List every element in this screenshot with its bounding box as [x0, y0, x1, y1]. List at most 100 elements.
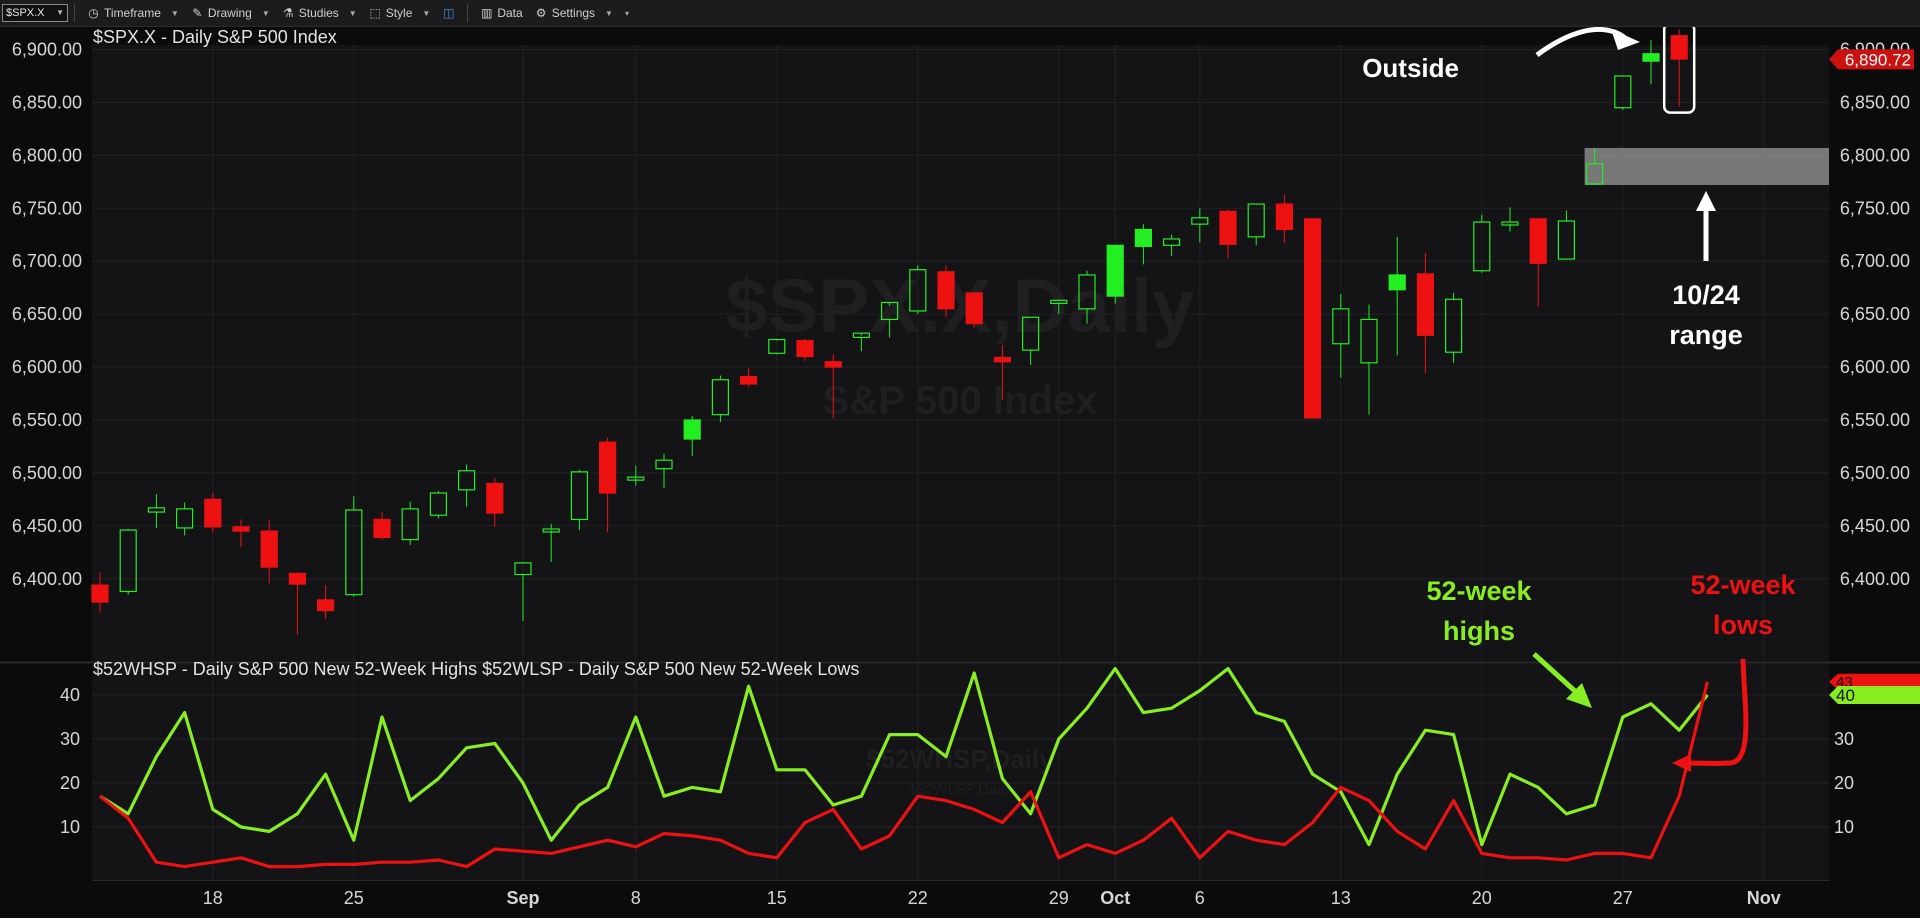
candle-body: [993, 356, 1012, 363]
data-button[interactable]: ▥ Data: [474, 0, 528, 26]
candle: [119, 529, 137, 595]
price-tick-label-left: 6,500.00: [12, 463, 82, 483]
candle-body: [768, 338, 786, 354]
candle-body: [1501, 221, 1519, 226]
candle: [1247, 203, 1265, 246]
candle-body: [176, 508, 194, 529]
candle-body: [1670, 35, 1688, 60]
candle: [1303, 218, 1322, 419]
price-tick-label-right: 6,850.00: [1840, 92, 1910, 112]
indicator-watermark-lows: $52WLSP,Daily: [908, 781, 1012, 798]
candle: [993, 344, 1012, 400]
lows-label-line2: lows: [1713, 610, 1773, 640]
x-tick-label: 18: [203, 888, 223, 908]
grid: [92, 45, 1829, 880]
candle: [1050, 299, 1068, 315]
candle: [768, 338, 786, 355]
price-tick-label-right: 6,700.00: [1840, 251, 1910, 271]
studies-button[interactable]: ⚗ Studies ▼: [276, 0, 363, 26]
candle: [937, 265, 955, 318]
drawing-label: Drawing: [207, 6, 252, 20]
candle: [401, 501, 419, 545]
indicator-tick-label-left: 40: [60, 685, 80, 705]
chart-canvas[interactable]: $SPX.X,Daily S&P 500 Index $52WHSP,Daily…: [0, 27, 1920, 918]
candle: [176, 502, 194, 536]
candle-body: [711, 379, 730, 416]
price-tick-label-left: 6,850.00: [12, 92, 82, 112]
candle-body: [288, 572, 306, 585]
x-tick-label: 20: [1472, 888, 1492, 908]
style-icon: ⬚: [369, 5, 381, 20]
last-high-badge: 40: [1829, 686, 1920, 705]
candle: [373, 512, 391, 540]
candle-body: [373, 518, 391, 539]
indicator-tick-label-left: 20: [60, 773, 80, 793]
indicator-tick-label-right: 30: [1834, 729, 1854, 749]
candle-body: [345, 509, 363, 596]
candle-body: [937, 271, 955, 310]
candle-body: [260, 530, 278, 568]
more-button[interactable]: ▾: [619, 0, 635, 26]
candle-body: [429, 492, 447, 516]
highs-annotation: 52-week highs: [1426, 576, 1592, 708]
candle: [1078, 270, 1096, 324]
candle: [147, 494, 165, 528]
price-watermark-name: S&P 500 Index: [823, 379, 1098, 423]
price-tick-label-right: 6,600.00: [1840, 357, 1910, 377]
candle: [1614, 75, 1632, 110]
candle-body: [655, 459, 673, 470]
candle: [909, 265, 927, 315]
candle: [1162, 234, 1181, 256]
candle-body: [1106, 244, 1124, 297]
outside-day-highlight: [1662, 27, 1696, 114]
highs-arrow-shaft: [1532, 652, 1578, 694]
indicator-tick-label-left: 10: [60, 817, 80, 837]
candle: [345, 496, 363, 597]
chevron-down-icon: ▼: [170, 8, 179, 18]
settings-button[interactable]: ⚙ Settings ▼: [529, 0, 619, 26]
candle: [1557, 210, 1576, 260]
candle: [429, 490, 447, 519]
chevron-down-icon: ▼: [422, 8, 431, 18]
candle-body: [683, 419, 701, 440]
layout-toggle-button[interactable]: ◫: [436, 0, 461, 26]
outside-annotation: Outside: [1362, 27, 1696, 114]
data-label: Data: [497, 6, 523, 20]
bar-chart-icon: ▥: [481, 5, 493, 20]
candle: [1642, 39, 1660, 85]
symbol-input[interactable]: $SPX.X ▼: [2, 4, 68, 22]
toolbar-divider: [467, 4, 469, 22]
candle-body: [1557, 220, 1576, 260]
candle-body: [909, 269, 927, 312]
candle-body: [1303, 218, 1322, 419]
last-high-value: 40: [1836, 686, 1855, 705]
candle-body: [1360, 318, 1378, 364]
price-watermark-symbol: $SPX.X,Daily: [726, 264, 1195, 349]
candle: [711, 375, 730, 423]
candle-body: [627, 476, 645, 481]
candle: [1473, 214, 1491, 273]
indicator-lines: [99, 666, 1709, 869]
candle-body: [1021, 316, 1040, 351]
timeframe-button[interactable]: ◷ Timeframe ▼: [81, 0, 185, 26]
indicator-tick-label-right: 20: [1834, 773, 1854, 793]
symbol-value: $SPX.X: [6, 7, 45, 19]
candle: [1021, 316, 1040, 365]
candle-body: [852, 332, 871, 339]
drawing-button[interactable]: ✎ Drawing ▼: [185, 0, 276, 26]
candle: [965, 292, 983, 328]
indicator-watermark-highs: $52WHSP,Daily: [866, 744, 1054, 774]
style-button[interactable]: ⬚ Style ▼: [363, 0, 437, 26]
candle: [514, 561, 532, 622]
chevron-down-icon[interactable]: ▼: [56, 8, 64, 17]
candle-body: [880, 301, 899, 321]
candle: [1585, 147, 1604, 185]
candle-body: [1078, 274, 1096, 310]
gear-icon: ⚙: [535, 5, 547, 20]
candle: [1219, 209, 1237, 259]
price-tick-label-left: 6,750.00: [12, 198, 82, 218]
price-tick-label-left: 6,800.00: [12, 145, 82, 165]
price-tick-label-left: 6,650.00: [12, 304, 82, 324]
price-panel-title: $SPX.X - Daily S&P 500 Index: [93, 27, 337, 47]
